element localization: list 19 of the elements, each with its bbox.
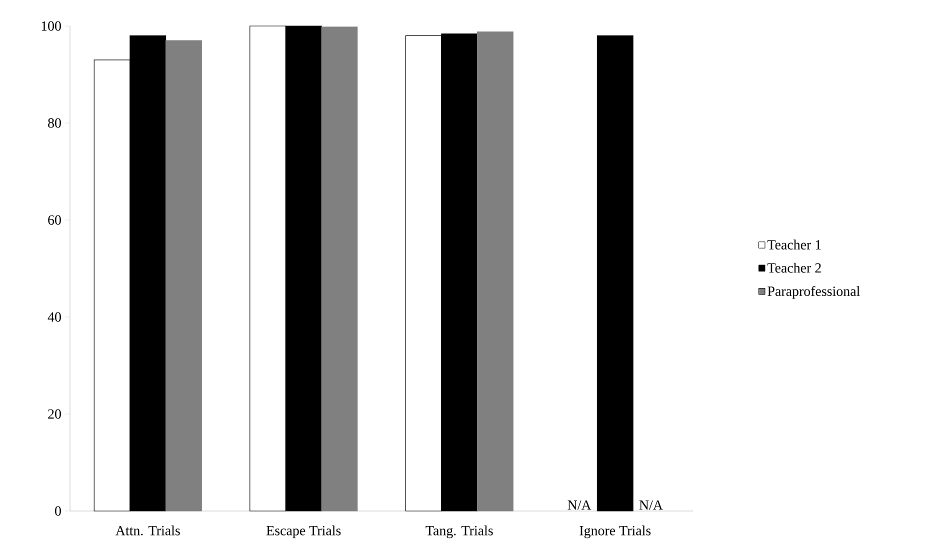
x-tick-label: Ignore Trials [580, 526, 651, 538]
bar [321, 26, 358, 512]
bar [476, 32, 514, 512]
y-tick-label: 80 [48, 118, 61, 128]
legend-label: Teacher 1 [767, 240, 821, 250]
legend-label: Teacher 2 [767, 262, 821, 273]
y-tick-label: 60 [48, 215, 61, 225]
annotation: N/A [639, 500, 663, 510]
x-tick-label: Tang. Trials [426, 526, 493, 538]
annotation: N/A [568, 500, 592, 510]
x-tick-label: Escape Trials [266, 526, 341, 538]
bar [596, 35, 634, 512]
x-tick-label: Attn. Trials [116, 526, 180, 536]
y-tick-label: 40 [48, 312, 61, 322]
y-tick-label: 0 [55, 506, 61, 516]
bar [165, 40, 202, 512]
legend-label: Paraprofessional [768, 286, 860, 299]
y-tick-label: 100 [42, 21, 61, 31]
y-tick-label: 20 [48, 409, 61, 419]
